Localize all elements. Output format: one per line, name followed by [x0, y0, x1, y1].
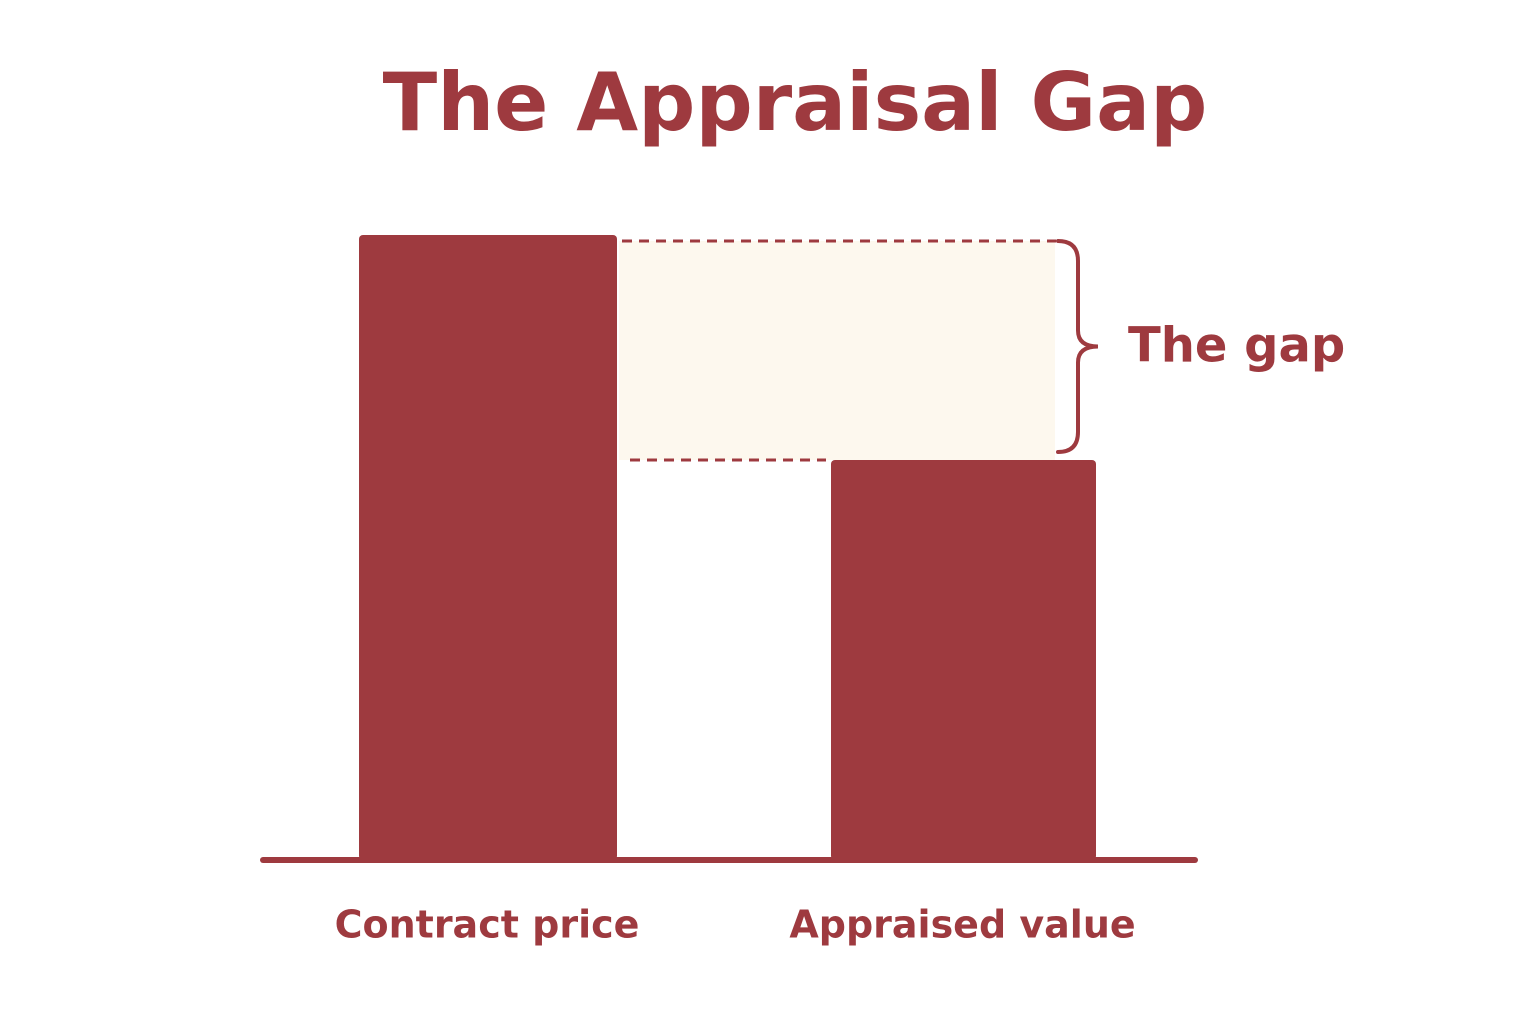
gap-brace [1056, 239, 1099, 454]
bar [359, 235, 617, 860]
x-tick-label: Appraised value [789, 903, 1135, 947]
chart-title: The Appraisal Gap [383, 56, 1208, 149]
x-tick-label: Contract price [335, 903, 640, 947]
bar [831, 460, 1096, 860]
gap-region [619, 241, 1055, 460]
gap-label: The gap [1128, 318, 1345, 374]
